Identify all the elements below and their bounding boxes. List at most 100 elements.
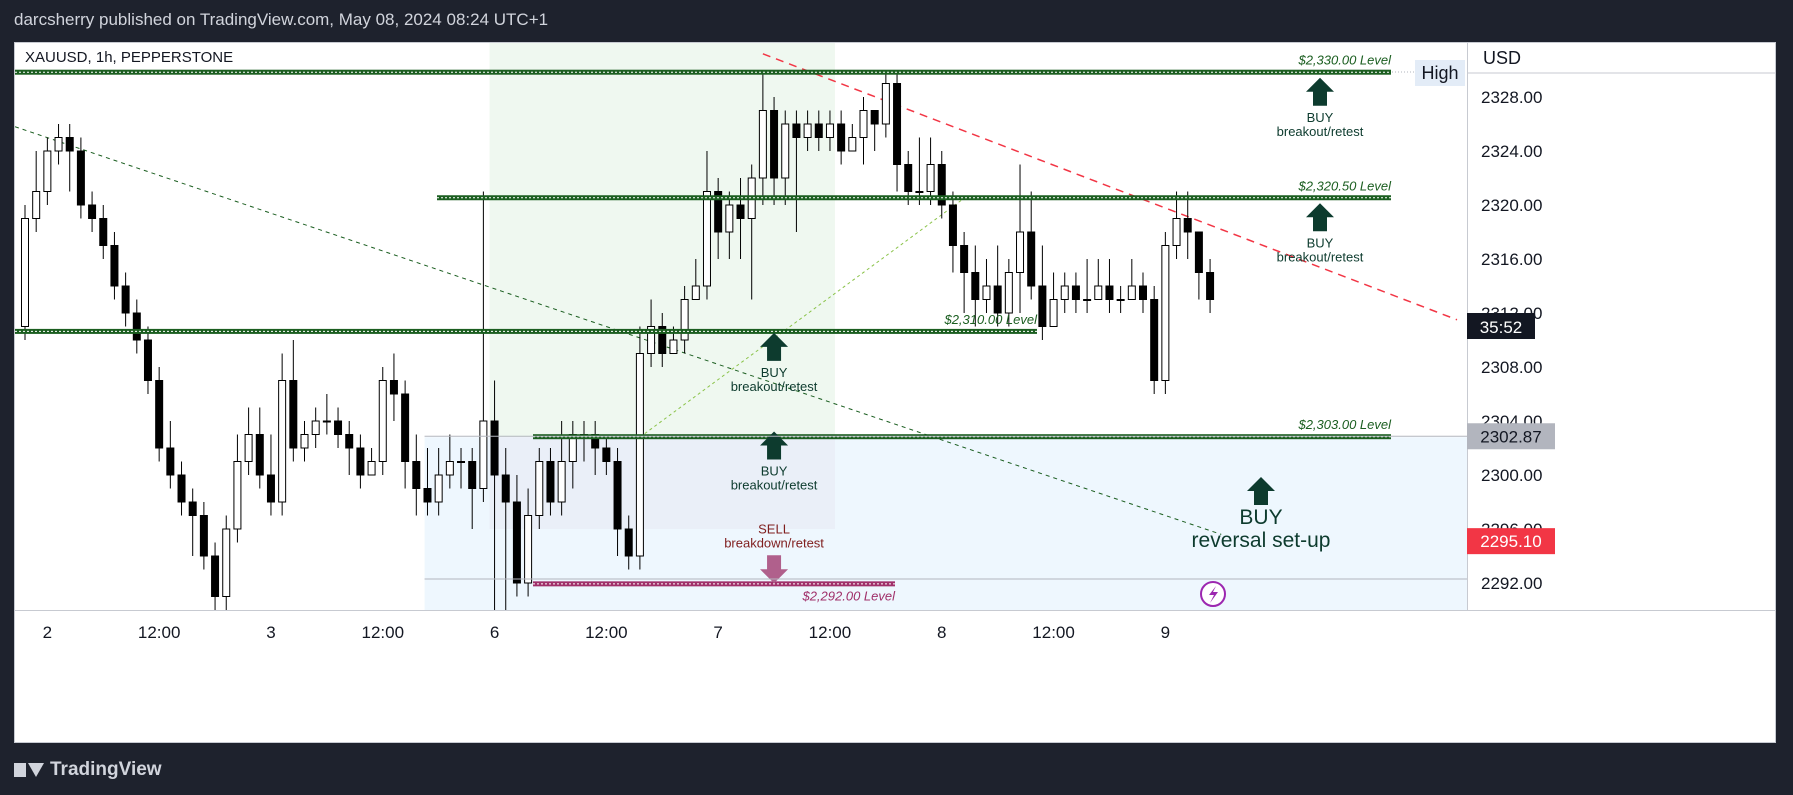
time-tick: 6: [490, 623, 499, 642]
annotation-dir: BUY: [1307, 110, 1334, 125]
time-tick: 12:00: [138, 623, 181, 642]
candle-body: [937, 164, 946, 206]
candle-body: [1071, 285, 1080, 300]
currency-label: USD: [1483, 48, 1521, 68]
candle-body: [1004, 272, 1013, 314]
candle-body: [99, 218, 108, 246]
candle-body: [647, 326, 656, 354]
candle-body: [468, 461, 477, 489]
red-price-badge: [1467, 528, 1555, 555]
candle-body: [1206, 272, 1215, 300]
candle-body: [658, 326, 667, 354]
symbol-label: XAUUSD, 1h, PEPPERSTONE: [25, 49, 233, 66]
time-tick: 12:00: [809, 623, 852, 642]
price-tick: 2320.00: [1481, 196, 1542, 215]
annotation-sub: breakout/retest: [1277, 124, 1364, 139]
time-tick: 8: [937, 623, 946, 642]
price-tick: 2328.00: [1481, 88, 1542, 107]
gray-price-label: 2302.87: [1480, 427, 1541, 446]
candle-body: [345, 434, 354, 449]
candle-body: [971, 272, 980, 300]
candle-body: [490, 420, 499, 476]
price-tick: 2324.00: [1481, 142, 1542, 161]
time-tick: 3: [266, 623, 275, 642]
annotation-dir: BUY: [761, 463, 788, 478]
candle-body: [378, 380, 387, 462]
candle-body: [21, 218, 29, 327]
candle-body: [1116, 299, 1125, 301]
candle-body: [155, 380, 164, 449]
candle-body: [825, 123, 834, 138]
reversal-sub: reversal set-up: [1192, 529, 1331, 552]
time-tick: 12:00: [361, 623, 404, 642]
time-tick: 12:00: [585, 623, 628, 642]
candle-body: [870, 110, 879, 125]
candle-body: [278, 380, 287, 503]
candle-body: [1049, 299, 1058, 327]
candle-body: [948, 204, 957, 246]
up-arrow-icon: [760, 332, 789, 361]
candle-body: [803, 123, 812, 138]
candle-body: [255, 434, 264, 476]
candle-body: [233, 461, 242, 530]
candle-body: [1016, 231, 1025, 273]
level-line: [15, 328, 1037, 334]
candle-body: [758, 110, 767, 179]
candle-body: [848, 137, 857, 152]
annotation-sub: breakout/retest: [1277, 249, 1364, 264]
candle-body: [401, 393, 410, 462]
retest-line: [639, 197, 965, 438]
annotation-sub: breakout/retest: [731, 379, 818, 394]
price-tick: 2292.00: [1481, 574, 1542, 593]
candle-body: [434, 474, 443, 503]
candle-body: [781, 123, 790, 179]
candle-body: [859, 110, 868, 138]
candle-body: [814, 123, 823, 138]
candle-body: [691, 285, 700, 300]
resistance-trend-line: [762, 53, 1458, 321]
candle-body: [702, 191, 711, 287]
candle-body: [736, 204, 745, 219]
candle-body: [211, 555, 220, 597]
candle-body: [110, 245, 119, 287]
candle-body: [65, 137, 74, 152]
red-price-label: 2295.10: [1480, 532, 1541, 551]
annotation-dir: SELL: [758, 521, 790, 536]
annotation-dir: BUY: [1307, 235, 1334, 250]
reversal-zone: [424, 437, 1467, 610]
tradingview-logo-icon: [14, 761, 44, 779]
candle-body: [177, 474, 186, 503]
publish-info: darcsherry published on TradingView.com,…: [14, 10, 549, 29]
candle-body: [356, 447, 365, 476]
candle-body: [1027, 231, 1036, 287]
candle-body: [512, 501, 521, 584]
countdown-label: 35:52: [1480, 318, 1523, 337]
price-chart[interactable]: $2,330.00 Level $2,320.50 Level $2,310.00 …: [15, 43, 1775, 742]
time-tick: 9: [1161, 623, 1170, 642]
buy-zone: [489, 43, 835, 438]
candle-body: [635, 353, 644, 557]
candle-body: [1083, 299, 1092, 301]
down-arrow-icon: [760, 555, 789, 584]
time-axis-bg: [15, 610, 1775, 742]
candle-body: [132, 312, 141, 341]
price-tick: 2300.00: [1481, 466, 1542, 485]
candle-body: [546, 461, 555, 503]
candle-body: [412, 461, 421, 489]
candle-body: [389, 380, 398, 395]
candle-body: [982, 285, 991, 300]
candle-body: [624, 528, 633, 557]
candle-body: [1038, 285, 1047, 327]
annotation-sub: breakdown/retest: [724, 535, 824, 550]
candle-body: [915, 191, 924, 193]
candle-body: [893, 83, 902, 165]
candle-body: [1094, 285, 1103, 300]
chart-area[interactable]: $2,330.00 Level $2,320.50 Level $2,310.00 …: [14, 42, 1776, 743]
candle-body: [1150, 299, 1159, 381]
level-label: $2,310.00 Level: [943, 312, 1038, 327]
footer-brand: TradingView: [14, 756, 162, 784]
candle-body: [244, 434, 253, 462]
level-label: $2,292.00 Level: [801, 588, 896, 603]
candle-body: [524, 515, 533, 584]
lightning-icon: [1209, 586, 1218, 603]
